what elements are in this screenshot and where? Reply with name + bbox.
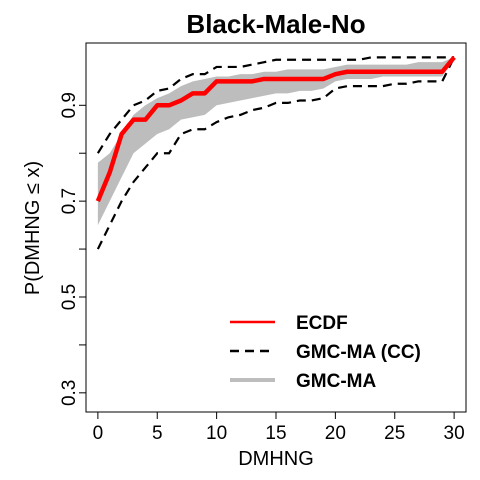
x-tick-label: 25	[384, 423, 405, 444]
series-ecdf-line	[95, 55, 456, 203]
x-tick-label: 20	[325, 423, 346, 444]
legend-label: GMC-MA (CC)	[296, 342, 421, 363]
legend-label: ECDF	[296, 313, 348, 334]
plot-dashed-lines	[96, 56, 456, 250]
x-tick-label: 15	[265, 423, 286, 444]
y-tick-label: 0.3	[59, 380, 80, 406]
series-dashed-lower	[96, 56, 456, 250]
series-band-gmc-ma	[97, 57, 455, 226]
series-dashed-upper	[96, 56, 455, 154]
x-tick-label: 5	[152, 423, 163, 444]
y-axis-label: P(DMHNG ≤ x)	[22, 161, 44, 295]
legend-label: GMC-MA	[296, 371, 376, 392]
x-tick-label: 30	[444, 423, 465, 444]
chart-title: Black-Male-No	[186, 9, 365, 39]
x-axis-label: DMHNG	[238, 448, 314, 470]
x-axis: 0 5 10 15 20 25 30	[93, 412, 465, 444]
plot-bands	[97, 57, 455, 226]
y-tick-label: 0.7	[59, 188, 80, 214]
y-tick-label: 0.9	[59, 92, 80, 118]
y-tick-label: 0.5	[59, 284, 80, 310]
x-tick-label: 10	[206, 423, 227, 444]
y-axis: 0.3 0.5 0.7 0.9	[59, 92, 86, 406]
x-tick-label: 0	[93, 423, 104, 444]
legend: ECDF GMC-MA (CC) GMC-MA	[230, 313, 421, 392]
plot-ecdf	[95, 55, 456, 203]
